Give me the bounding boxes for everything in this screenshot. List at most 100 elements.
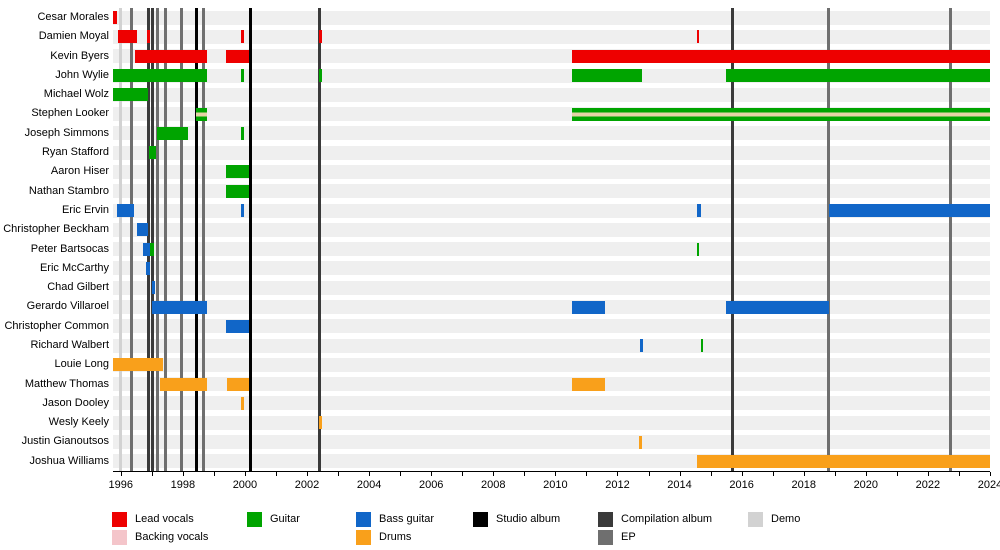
release-line	[129, 8, 133, 471]
legend-label: Lead vocals	[135, 513, 194, 525]
timeline-bar	[241, 204, 244, 218]
timeline-bar	[696, 30, 700, 44]
timeline-bar	[117, 30, 137, 44]
timeline-row-band	[113, 222, 990, 237]
member-label: Stephen Looker	[31, 107, 109, 120]
timeline-bar	[241, 69, 244, 83]
member-labels-column: Cesar Morales Damien Moyal Kevin Byers John…	[0, 8, 109, 471]
timeline-bar	[572, 300, 606, 314]
legend-swatch	[473, 512, 488, 527]
timeline-row-band	[113, 164, 990, 179]
timeline-row-band	[113, 319, 990, 334]
member-label: Joseph Simmons	[24, 126, 109, 139]
timeline-bar	[226, 184, 249, 198]
x-axis: 1996 1998 2000 2002 2004 2006 2008 2010 2012 2014…	[109, 471, 1000, 497]
axis-tick	[648, 472, 650, 476]
member-label: Ryan Stafford	[41, 146, 109, 159]
member-label: Gerardo Villaroel	[26, 300, 109, 313]
axis-tick	[803, 472, 805, 476]
axis-tick	[431, 472, 433, 476]
release-line	[948, 8, 952, 471]
member-label: Matthew Thomas	[24, 377, 109, 390]
timeline-bar	[160, 377, 208, 391]
timeline-bar	[195, 107, 208, 121]
member-label: Cesar Morales	[37, 11, 109, 23]
release-line	[164, 8, 168, 471]
timeline-bar	[148, 146, 156, 160]
member-label: Justin Gianoutsos	[21, 435, 109, 448]
timeline-bar	[319, 69, 322, 83]
timeline-bar	[152, 300, 208, 314]
axis-tick	[772, 472, 774, 476]
timeline-bar	[639, 435, 642, 449]
release-line	[146, 8, 150, 471]
axis-tick-label: 1998	[170, 479, 196, 491]
release-line	[119, 8, 123, 471]
timeline-row-band	[113, 396, 990, 411]
axis-tick-label: 2006	[418, 479, 444, 491]
axis-tick	[710, 472, 712, 476]
axis-tick-label: 2004	[356, 479, 382, 491]
timeline-bar	[226, 377, 249, 391]
timeline-bar	[700, 339, 704, 353]
axis-tick	[462, 472, 464, 476]
axis-tick-label: 2012	[605, 479, 630, 491]
legend: Lead vocals Backing vocals Guitar Bass guit…	[0, 505, 1000, 550]
axis-tick	[834, 472, 836, 476]
timeline-bar	[319, 30, 322, 44]
timeline-bar	[640, 339, 643, 353]
timeline-row-band	[113, 435, 990, 450]
member-label: Peter Bartsocas	[30, 242, 109, 255]
axis-tick-label: 2016	[729, 479, 754, 491]
axis-tick	[617, 472, 619, 476]
legend-swatch	[247, 512, 262, 527]
timeline-bar	[113, 69, 208, 83]
axis-tick	[865, 472, 867, 476]
axis-tick-label: 2002	[294, 479, 320, 491]
legend-label: Studio album	[496, 513, 561, 525]
legend-label: Drums	[379, 531, 412, 543]
axis-tick	[120, 472, 122, 476]
member-label: Wesly Keely	[48, 416, 109, 429]
axis-tick	[927, 472, 929, 476]
timeline-row-band	[113, 203, 990, 218]
member-label: Kevin Byers	[50, 49, 109, 62]
timeline-bar	[150, 242, 154, 256]
axis-tick-label: 2008	[481, 479, 506, 491]
timeline-row-band	[113, 357, 990, 372]
release-line	[195, 8, 199, 471]
axis-tick	[275, 472, 277, 476]
axis-tick	[244, 472, 246, 476]
release-line	[827, 8, 831, 471]
member-label: Christopher Beckham	[3, 223, 109, 236]
axis-tick	[151, 472, 153, 476]
member-label: Joshua Williams	[29, 454, 109, 467]
timeline-bar	[134, 49, 208, 63]
axis-tick-label: 2020	[853, 479, 879, 491]
member-label: Eric Ervin	[61, 203, 109, 216]
legend-label: Backing vocals	[135, 531, 209, 543]
timeline-bar	[725, 300, 830, 314]
member-label: Nathan Stambro	[28, 184, 109, 197]
member-label: John Wylie	[55, 68, 109, 81]
timeline-bar	[696, 204, 702, 218]
timeline-row-band	[113, 338, 990, 353]
member-label: Eric McCarthy	[39, 261, 109, 274]
legend-label: Bass guitar	[379, 513, 435, 525]
timeline-row-band	[113, 242, 990, 257]
timeline-bar	[226, 49, 249, 63]
release-line	[150, 8, 154, 471]
timeline-row-band	[113, 415, 990, 430]
member-label: Chad Gilbert	[47, 281, 109, 294]
axis-tick	[555, 472, 557, 476]
axis-tick	[990, 472, 991, 476]
axis-tick-label: 2010	[543, 479, 568, 491]
timeline-bar	[241, 396, 244, 410]
axis-tick-label: 2018	[791, 479, 816, 491]
axis-tick	[524, 472, 526, 476]
timeline-bar	[241, 126, 244, 140]
axis-tick	[213, 472, 215, 476]
legend-swatch	[112, 530, 127, 545]
axis-tick	[400, 472, 402, 476]
